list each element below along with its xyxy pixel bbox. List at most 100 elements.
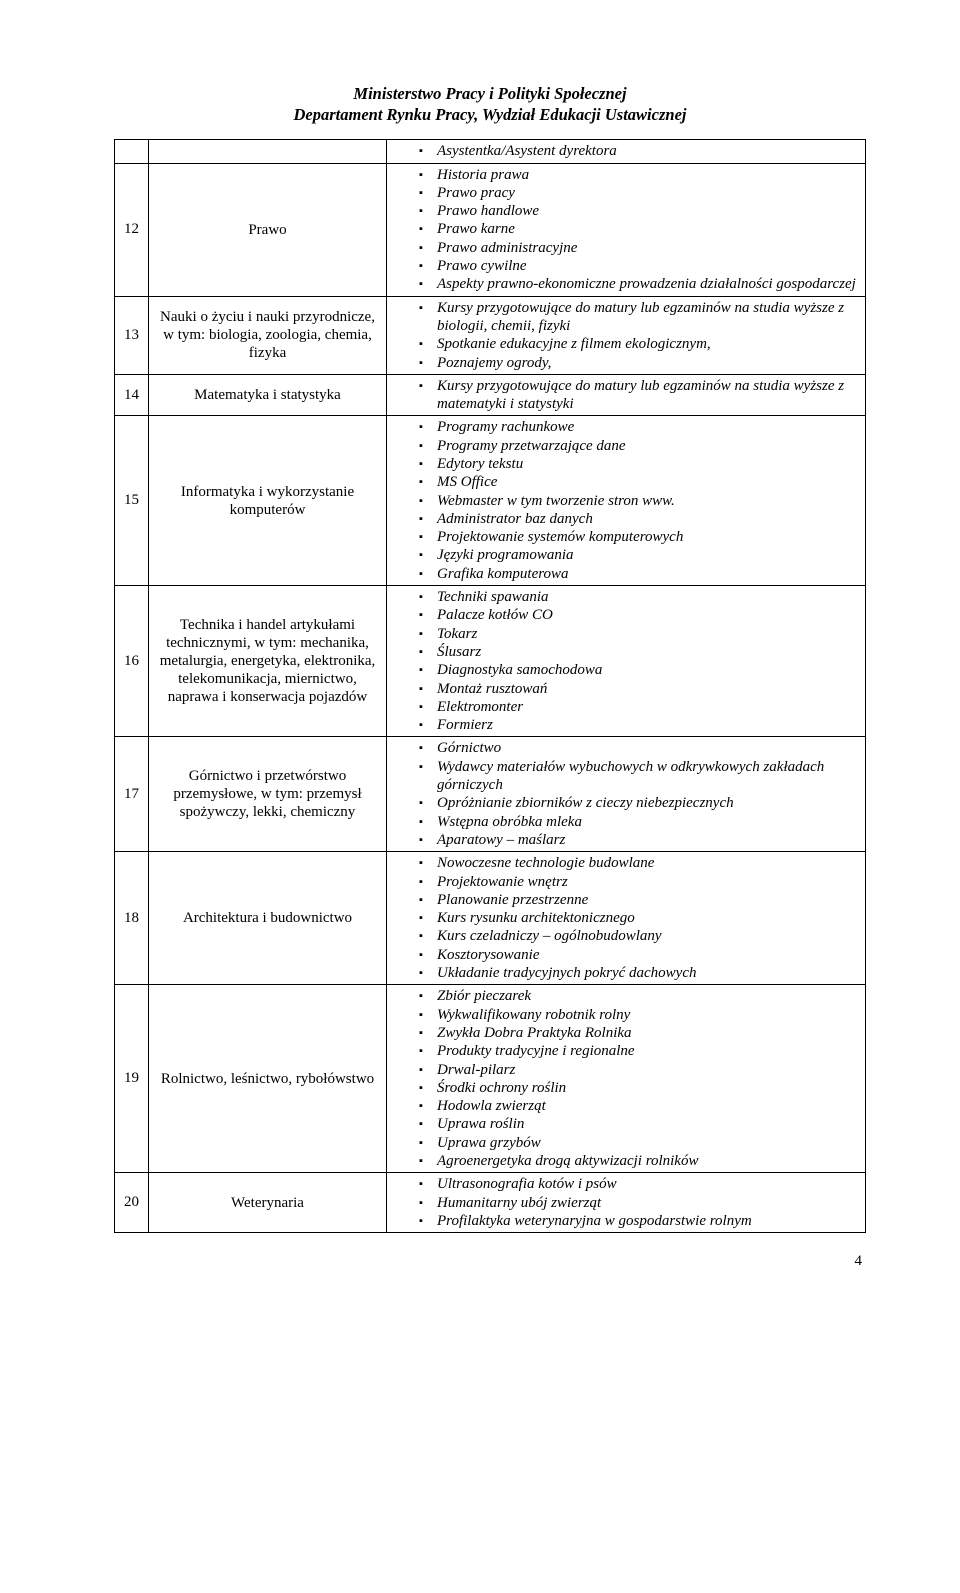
row-items: Asystentka/Asystent dyrektora <box>387 140 866 163</box>
list-item: Diagnostyka samochodowa <box>393 661 859 679</box>
header-line-1: Ministerstwo Pracy i Polityki Społecznej <box>114 84 866 105</box>
list-item: Programy rachunkowe <box>393 418 859 436</box>
row-items: Kursy przygotowujące do matury lub egzam… <box>387 374 866 416</box>
row-items: Nowoczesne technologie budowlaneProjekto… <box>387 852 866 985</box>
row-category: Górnictwo i przetwórstwo przemysłowe, w … <box>149 737 387 852</box>
document-page: Ministerstwo Pracy i Polityki Społecznej… <box>0 0 960 1300</box>
table-row: 15Informatyka i wykorzystanie komputerów… <box>115 416 866 586</box>
row-category: Nauki o życiu i nauki przyrodnicze, w ty… <box>149 296 387 374</box>
row-items: Ultrasonografia kotów i psówHumanitarny … <box>387 1173 866 1233</box>
list-item: Drwal-pilarz <box>393 1061 859 1079</box>
row-number: 20 <box>115 1173 149 1233</box>
list-item: Webmaster w tym tworzenie stron www. <box>393 492 859 510</box>
list-item: Profilaktyka weterynaryjna w gospodarstw… <box>393 1212 859 1230</box>
row-number <box>115 140 149 163</box>
list-item: Kosztorysowanie <box>393 946 859 964</box>
row-category: Architektura i budownictwo <box>149 852 387 985</box>
table-row: 19Rolnictwo, leśnictwo, rybołówstwoZbiór… <box>115 985 866 1173</box>
list-item: Historia prawa <box>393 166 859 184</box>
row-items: Programy rachunkoweProgramy przetwarzają… <box>387 416 866 586</box>
document-header: Ministerstwo Pracy i Polityki Społecznej… <box>114 84 866 125</box>
list-item: Palacze kotłów CO <box>393 606 859 624</box>
row-number: 13 <box>115 296 149 374</box>
row-category: Technika i handel artykułami technicznym… <box>149 586 387 737</box>
row-number: 19 <box>115 985 149 1173</box>
list-item: Prawo cywilne <box>393 257 859 275</box>
list-item: Prawo pracy <box>393 184 859 202</box>
list-item: MS Office <box>393 473 859 491</box>
row-category <box>149 140 387 163</box>
row-items: GórnictwoWydawcy materiałów wybuchowych … <box>387 737 866 852</box>
list-item: Uprawa grzybów <box>393 1134 859 1152</box>
list-item: Elektromonter <box>393 698 859 716</box>
row-items: Techniki spawaniaPalacze kotłów COTokarz… <box>387 586 866 737</box>
list-item: Projektowanie wnętrz <box>393 873 859 891</box>
row-number: 16 <box>115 586 149 737</box>
list-item: Wstępna obróbka mleka <box>393 813 859 831</box>
list-item: Środki ochrony roślin <box>393 1079 859 1097</box>
list-item: Formierz <box>393 716 859 734</box>
list-item: Kurs czeladniczy – ogólnobudowlany <box>393 927 859 945</box>
list-item: Planowanie przestrzenne <box>393 891 859 909</box>
list-item: Montaż rusztowań <box>393 680 859 698</box>
list-item: Języki programowania <box>393 546 859 564</box>
table-row: 14Matematyka i statystykaKursy przygotow… <box>115 374 866 416</box>
table-row: 12PrawoHistoria prawaPrawo pracyPrawo ha… <box>115 163 866 296</box>
list-item: Produkty tradycyjne i regionalne <box>393 1042 859 1060</box>
row-category: Rolnictwo, leśnictwo, rybołówstwo <box>149 985 387 1173</box>
list-item: Wydawcy materiałów wybuchowych w odkrywk… <box>393 758 859 795</box>
list-item: Projektowanie systemów komputerowych <box>393 528 859 546</box>
page-number: 4 <box>114 1253 866 1270</box>
list-item: Programy przetwarzające dane <box>393 437 859 455</box>
table-row: 18Architektura i budownictwoNowoczesne t… <box>115 852 866 985</box>
row-items: Kursy przygotowujące do matury lub egzam… <box>387 296 866 374</box>
row-category: Informatyka i wykorzystanie komputerów <box>149 416 387 586</box>
list-item: Wykwalifikowany robotnik rolny <box>393 1006 859 1024</box>
header-line-2: Departament Rynku Pracy, Wydział Edukacj… <box>114 105 866 126</box>
list-item: Prawo administracyjne <box>393 239 859 257</box>
list-item: Aspekty prawno-ekonomiczne prowadzenia d… <box>393 275 859 293</box>
row-items: Zbiór pieczarekWykwalifikowany robotnik … <box>387 985 866 1173</box>
table-row: 17Górnictwo i przetwórstwo przemysłowe, … <box>115 737 866 852</box>
list-item: Prawo handlowe <box>393 202 859 220</box>
list-item: Nowoczesne technologie budowlane <box>393 854 859 872</box>
row-category: Prawo <box>149 163 387 296</box>
list-item: Górnictwo <box>393 739 859 757</box>
list-item: Agroenergetyka drogą aktywizacji rolnikó… <box>393 1152 859 1170</box>
content-table: Asystentka/Asystent dyrektora12PrawoHist… <box>114 139 866 1233</box>
table-row: 13Nauki o życiu i nauki przyrodnicze, w … <box>115 296 866 374</box>
row-category: Weterynaria <box>149 1173 387 1233</box>
row-number: 12 <box>115 163 149 296</box>
list-item: Poznajemy ogrody, <box>393 354 859 372</box>
table-row: 20WeterynariaUltrasonografia kotów i psó… <box>115 1173 866 1233</box>
list-item: Ultrasonografia kotów i psów <box>393 1175 859 1193</box>
list-item: Aparatowy – maślarz <box>393 831 859 849</box>
list-item: Grafika komputerowa <box>393 565 859 583</box>
row-category: Matematyka i statystyka <box>149 374 387 416</box>
list-item: Administrator baz danych <box>393 510 859 528</box>
list-item: Prawo karne <box>393 220 859 238</box>
row-number: 18 <box>115 852 149 985</box>
list-item: Hodowla zwierząt <box>393 1097 859 1115</box>
list-item: Opróżnianie zbiorników z cieczy niebezpi… <box>393 794 859 812</box>
list-item: Humanitarny ubój zwierząt <box>393 1194 859 1212</box>
list-item: Asystentka/Asystent dyrektora <box>393 142 859 160</box>
table-row: Asystentka/Asystent dyrektora <box>115 140 866 163</box>
list-item: Techniki spawania <box>393 588 859 606</box>
list-item: Tokarz <box>393 625 859 643</box>
row-number: 17 <box>115 737 149 852</box>
list-item: Zwykła Dobra Praktyka Rolnika <box>393 1024 859 1042</box>
list-item: Kursy przygotowujące do matury lub egzam… <box>393 377 859 414</box>
list-item: Kursy przygotowujące do matury lub egzam… <box>393 299 859 336</box>
row-number: 14 <box>115 374 149 416</box>
list-item: Zbiór pieczarek <box>393 987 859 1005</box>
list-item: Układanie tradycyjnych pokryć dachowych <box>393 964 859 982</box>
row-items: Historia prawaPrawo pracyPrawo handloweP… <box>387 163 866 296</box>
row-number: 15 <box>115 416 149 586</box>
list-item: Edytory tekstu <box>393 455 859 473</box>
table-row: 16Technika i handel artykułami techniczn… <box>115 586 866 737</box>
list-item: Uprawa roślin <box>393 1115 859 1133</box>
list-item: Kurs rysunku architektonicznego <box>393 909 859 927</box>
list-item: Ślusarz <box>393 643 859 661</box>
list-item: Spotkanie edukacyjne z filmem ekologiczn… <box>393 335 859 353</box>
